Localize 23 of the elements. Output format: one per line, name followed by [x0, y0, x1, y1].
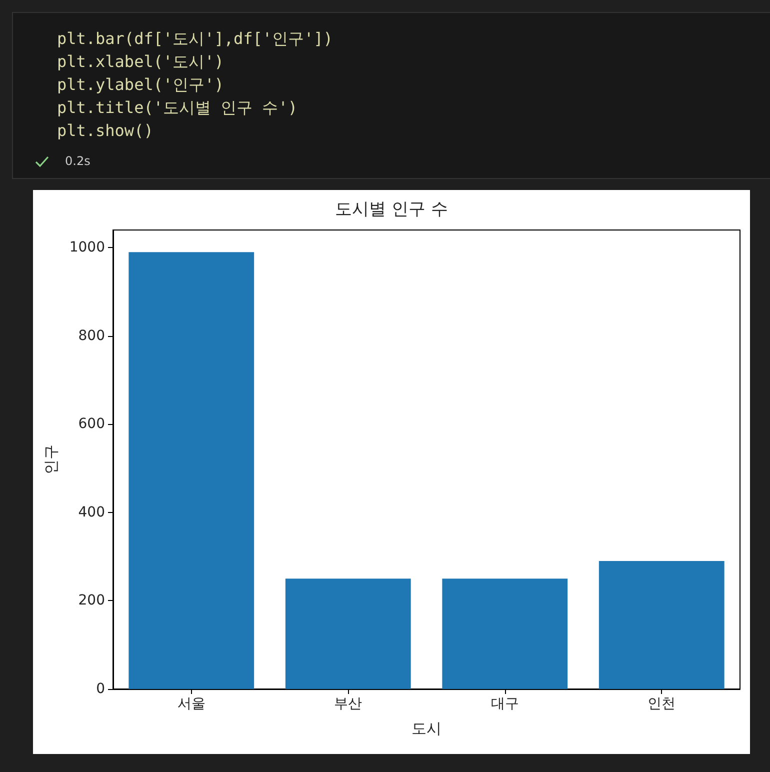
text: 0.2s — [65, 154, 90, 168]
text: plt.bar(df['도시'],df['인구']) — [57, 28, 333, 50]
y-tick-label: 400 — [78, 504, 105, 520]
text: plt.title('도시별 인구 수') — [57, 97, 298, 119]
x-tick-label: 서울 — [177, 696, 206, 712]
x-tick-label: 인천 — [648, 696, 676, 712]
x-axis-title: 도시 — [412, 720, 442, 738]
x-tick-label: 대구 — [490, 696, 519, 712]
bar — [285, 578, 411, 689]
text: plt.xlabel('도시') — [57, 51, 225, 73]
bar — [598, 561, 724, 689]
y-tick-label: 200 — [78, 592, 105, 609]
y-tick-label: 1000 — [69, 240, 105, 256]
y-tick-label: 0 — [96, 681, 105, 697]
y-axis-title: 인구 — [42, 444, 60, 474]
text: plt.show() — [57, 120, 154, 142]
bar — [128, 252, 254, 689]
text: plt.ylabel('인구') — [57, 74, 225, 96]
x-tick-label: 부산 — [334, 696, 362, 712]
y-tick-label: 800 — [78, 328, 105, 344]
bar — [442, 578, 568, 689]
y-tick-label: 600 — [78, 416, 105, 432]
chart-title: 도시별 인구 수 — [335, 200, 448, 220]
